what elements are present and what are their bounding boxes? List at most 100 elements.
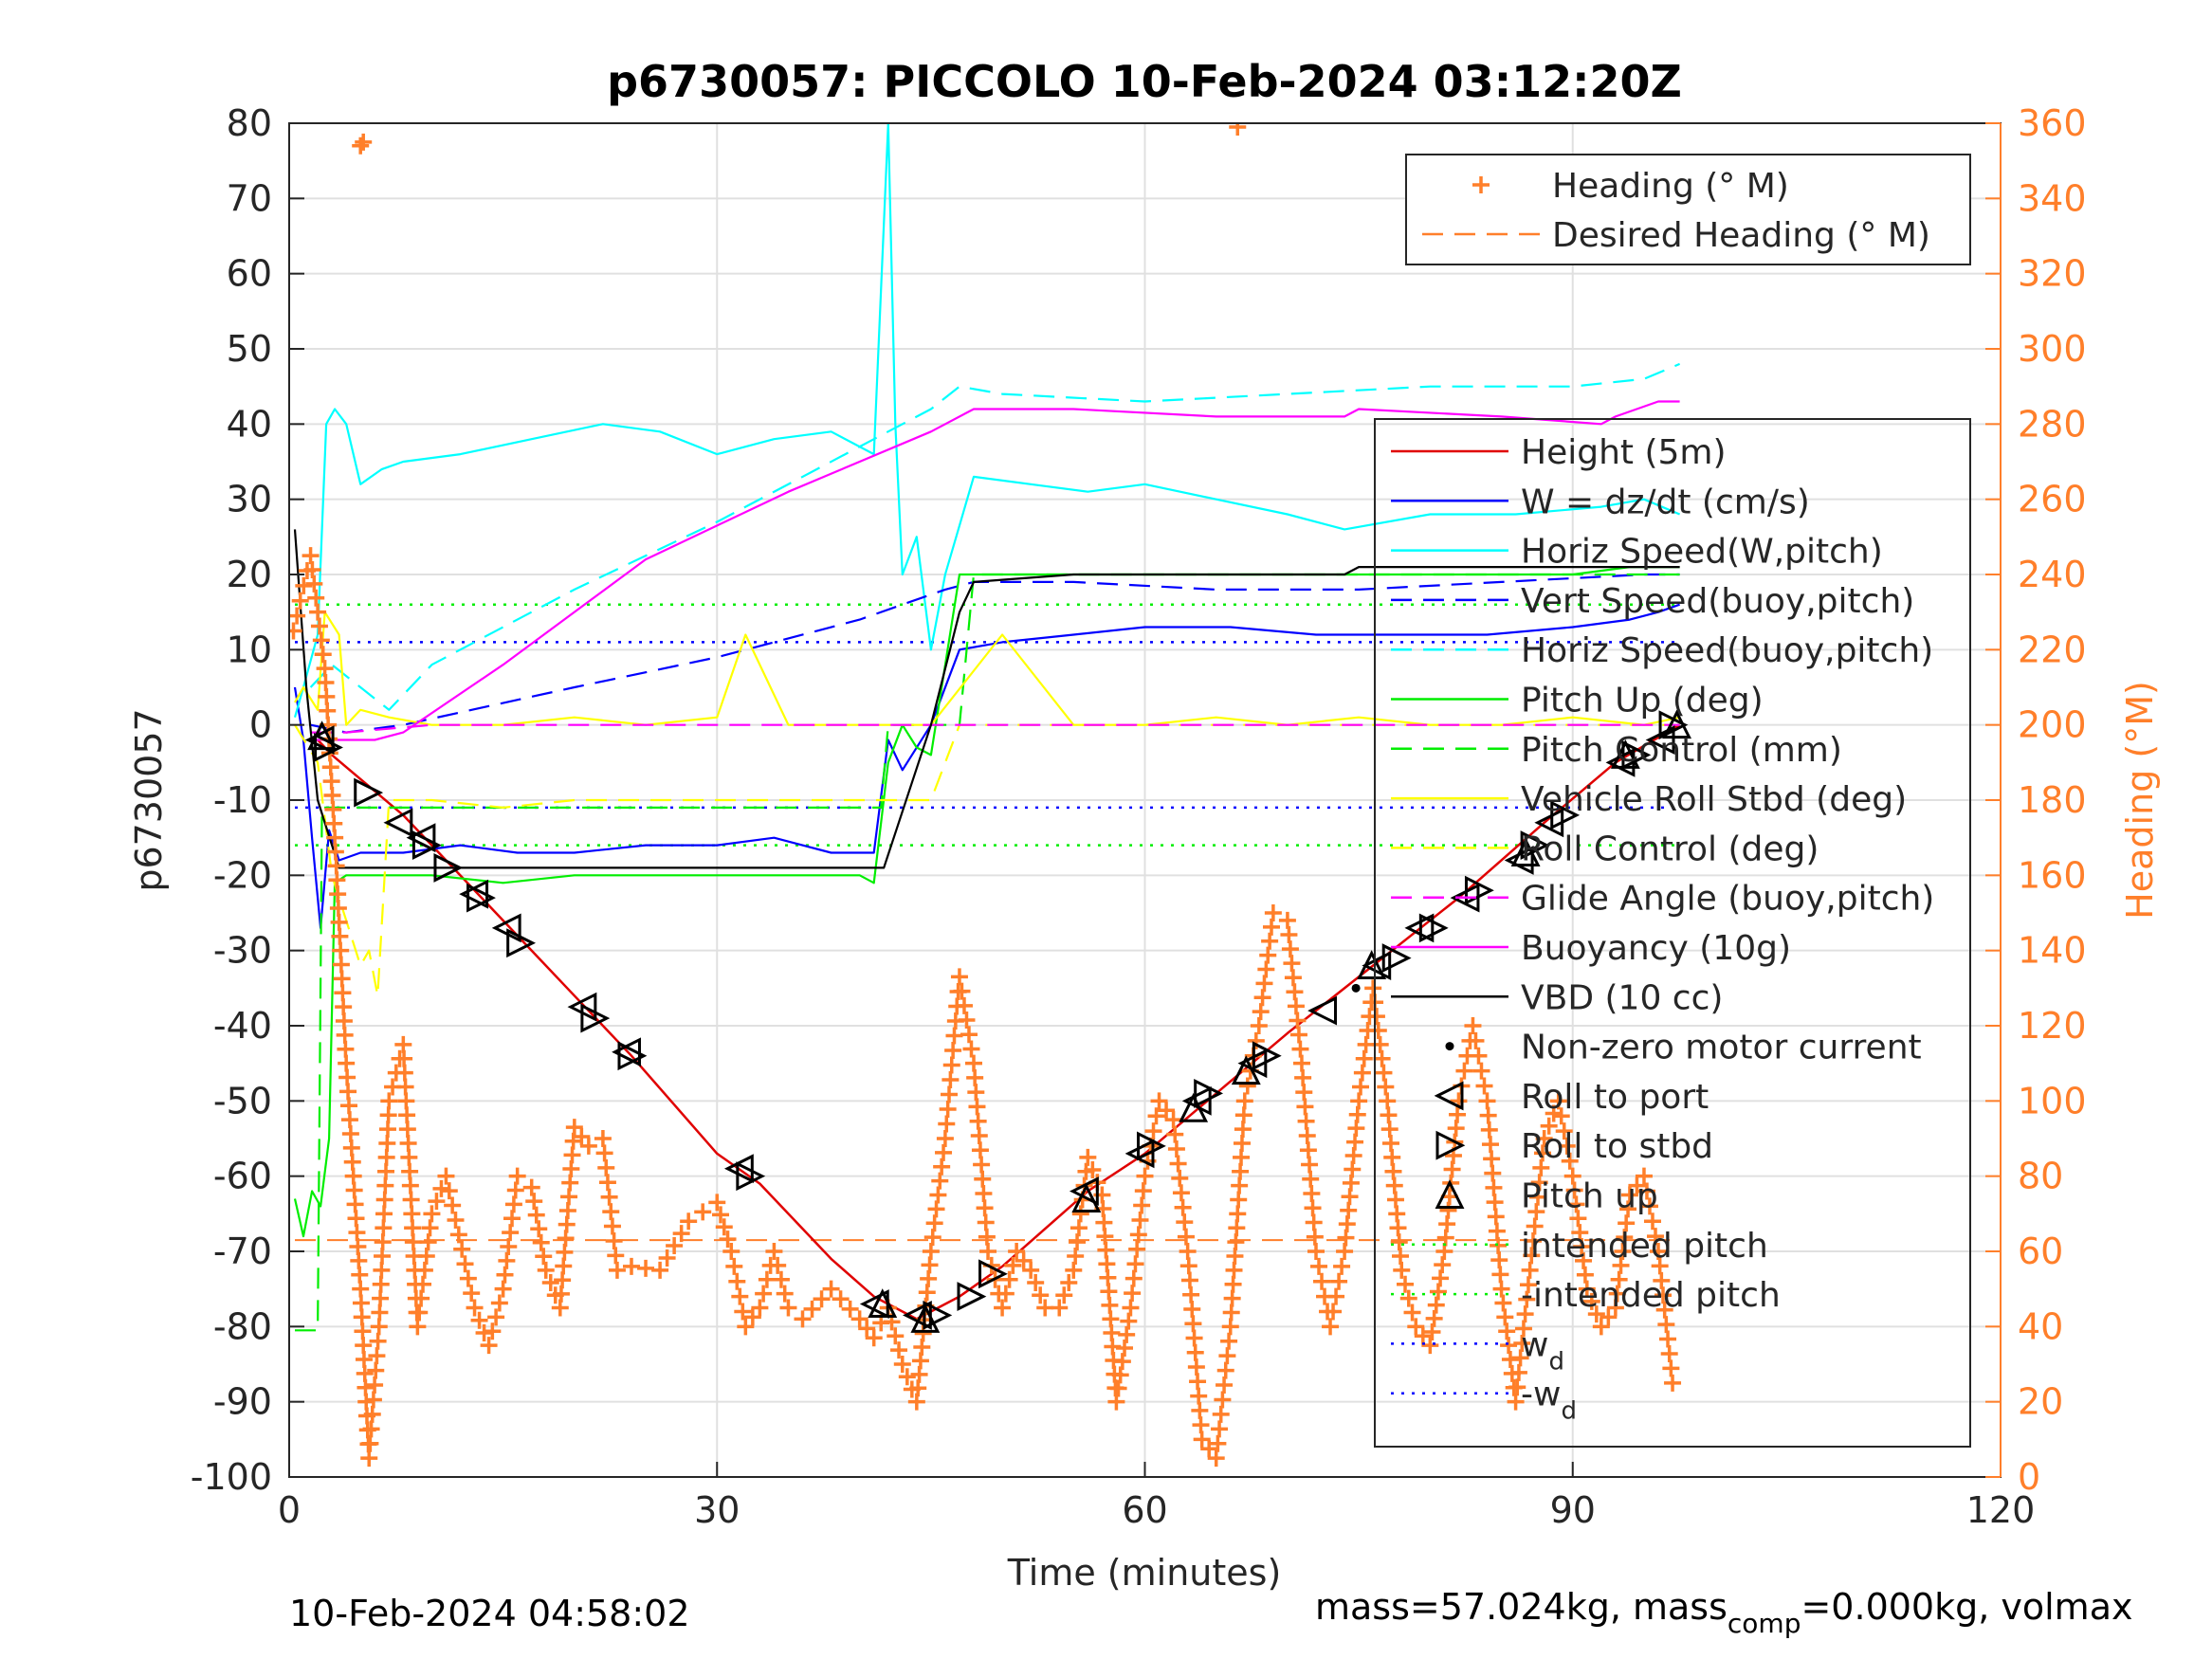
heading-marker — [1555, 1122, 1573, 1140]
heading-marker — [289, 607, 306, 625]
heading-marker — [734, 1303, 752, 1321]
heading-marker — [1576, 1266, 1594, 1284]
heading-marker — [1523, 1247, 1541, 1265]
heading-marker — [1592, 1318, 1610, 1336]
heading-marker — [1393, 1261, 1411, 1279]
heading-marker — [1640, 1197, 1658, 1215]
heading-marker — [1481, 1136, 1499, 1154]
heading-marker — [637, 1259, 655, 1277]
heading-marker — [1610, 1270, 1628, 1288]
heading-marker — [1264, 904, 1282, 921]
heading-marker — [708, 1194, 726, 1212]
heading-marker — [1238, 1077, 1256, 1095]
series-line-vehicle-roll-stbd-deg — [294, 611, 1680, 726]
heading-marker — [522, 1178, 540, 1196]
heading-marker — [541, 1274, 559, 1292]
y-right-tick-label: 200 — [2018, 704, 2087, 746]
heading-marker — [769, 1256, 787, 1274]
heading-marker — [1535, 1130, 1553, 1147]
series-line-horiz-speed-w-pitch — [293, 123, 1681, 719]
roll-to-stbd-marker — [1418, 913, 1449, 943]
heading-marker — [1113, 1353, 1131, 1371]
heading-marker — [1660, 1344, 1678, 1362]
heading-marker — [1303, 1184, 1321, 1202]
pitch-up-marker — [307, 720, 338, 751]
heading-marker — [1216, 1376, 1234, 1395]
heading-marker — [967, 1084, 985, 1102]
heading-marker — [976, 1199, 994, 1217]
heading-marker — [504, 1195, 522, 1213]
y-right-tick-label: 120 — [2018, 1005, 2087, 1047]
y-left-tick-label: 80 — [227, 102, 272, 144]
heading-marker — [722, 1243, 740, 1260]
legend-label-wd: wd — [1521, 1325, 1564, 1376]
heading-marker — [779, 1299, 797, 1317]
legend-label-roll-to-stbd: Roll to stbd — [1521, 1127, 1713, 1166]
heading-marker — [1280, 926, 1298, 944]
heading-marker — [295, 576, 313, 594]
heading-marker — [307, 589, 325, 607]
heading-marker — [449, 1226, 467, 1244]
legend-swatch-non-zero-motor-current — [1445, 1042, 1454, 1051]
heading-marker — [979, 1243, 997, 1260]
heading-marker — [1350, 1092, 1368, 1110]
heading-marker — [1423, 1323, 1441, 1340]
heading-marker — [565, 1119, 583, 1137]
heading-marker — [1144, 1122, 1162, 1140]
heading-marker — [935, 1143, 953, 1161]
heading-marker — [598, 1174, 616, 1192]
heading-marker — [367, 1361, 385, 1379]
heading-marker — [1414, 1327, 1432, 1345]
heading-marker — [428, 1193, 446, 1211]
heading-marker — [772, 1270, 790, 1288]
heading-marker — [958, 1012, 976, 1030]
heading-marker — [1302, 1170, 1320, 1188]
heading-marker — [1488, 1222, 1506, 1240]
heading-marker — [314, 646, 332, 664]
heading-marker — [1036, 1299, 1054, 1317]
heading-marker — [423, 1205, 441, 1223]
legend-label-subscript: d — [1561, 1397, 1577, 1426]
heading-marker — [309, 603, 327, 621]
heading-marker — [939, 1100, 957, 1118]
heading-marker — [977, 1213, 995, 1231]
legend-label-text: w — [1521, 1325, 1548, 1364]
heading-marker — [302, 547, 320, 565]
heading-marker — [530, 1220, 548, 1238]
heading-marker — [1022, 1261, 1040, 1279]
legend-label-text: -intended pitch — [1521, 1276, 1781, 1315]
heading-marker — [1490, 1251, 1508, 1269]
heading-marker — [865, 1329, 883, 1347]
heading-marker — [694, 1203, 712, 1221]
heading-marker — [1558, 1137, 1576, 1155]
heading-marker — [600, 1188, 618, 1206]
heading-marker — [291, 592, 309, 610]
heading-marker — [597, 1158, 615, 1176]
heading-marker — [1257, 960, 1275, 978]
heading-marker — [411, 1304, 429, 1322]
heading-marker — [1364, 979, 1382, 997]
pitch-up-marker — [1179, 1092, 1209, 1122]
heading-marker — [755, 1285, 773, 1303]
heading-marker — [1582, 1292, 1600, 1310]
heading-marker — [936, 1130, 954, 1147]
heading-marker — [1513, 1334, 1531, 1352]
heading-marker — [1484, 1164, 1502, 1182]
heading-marker — [466, 1299, 484, 1317]
heading-marker — [1027, 1274, 1045, 1292]
heading-marker — [1235, 1092, 1253, 1110]
heading-marker — [1434, 1256, 1452, 1274]
roll-to-stbd-marker — [1464, 875, 1494, 905]
legend-label-wd: -wd — [1521, 1376, 1577, 1426]
heading-marker — [1612, 1256, 1630, 1274]
heading-marker — [594, 1130, 612, 1147]
heading-marker — [715, 1218, 733, 1236]
heading-marker — [303, 561, 321, 579]
heading-marker — [1421, 1337, 1439, 1355]
heading-marker — [955, 996, 973, 1014]
y-right-tick-label: 260 — [2018, 479, 2087, 520]
pitch-up-marker — [868, 1288, 898, 1319]
heading-legend: Heading (° M) Desired Heading (° M) — [1405, 154, 1971, 265]
heading-marker — [712, 1206, 730, 1224]
heading-marker — [1475, 1077, 1493, 1095]
